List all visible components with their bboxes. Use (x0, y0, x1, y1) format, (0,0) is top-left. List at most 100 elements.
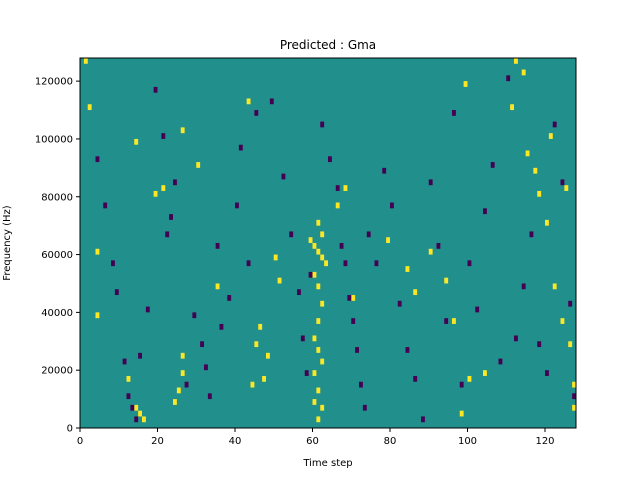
heatmap-cell-high (552, 283, 557, 290)
heatmap-cell-high (95, 312, 100, 319)
heatmap-cell-low (103, 202, 108, 209)
heatmap-cell-high (320, 300, 325, 307)
x-axis-ticks: 0 20 40 60 80 100 120 (77, 428, 555, 447)
y-tick-label: 80000 (41, 192, 73, 203)
heatmap-cell-low (351, 318, 356, 324)
heatmap-cell-high (134, 404, 139, 411)
heatmap-cell-low (397, 300, 402, 307)
heatmap-cell-high (533, 167, 538, 174)
heatmap-cell-high (246, 98, 251, 105)
low-value-cells (95, 75, 576, 423)
heatmap-cell-low (235, 202, 239, 209)
heatmap-cell-high (560, 318, 565, 324)
heatmap-cell-high (83, 58, 88, 64)
heatmap-cell-low (366, 231, 371, 238)
heatmap-cell-low (138, 352, 142, 359)
heatmap-cell-low (506, 75, 511, 82)
heatmap-cell-low (95, 156, 100, 163)
heatmap-cell-high (444, 277, 449, 284)
heatmap-cell-high (548, 133, 553, 139)
heatmap-cell-low (529, 231, 534, 238)
y-axis-label: Frequency (Hz) (2, 205, 13, 281)
heatmap-cell-high (176, 387, 181, 394)
heatmap-cell-high (525, 150, 530, 157)
heatmap-cell-low (122, 358, 127, 365)
x-tick-label: 20 (151, 436, 164, 447)
heatmap-cell-low (165, 231, 170, 238)
heatmap-cell-high (386, 237, 390, 243)
heatmap-cell-low (300, 335, 305, 342)
heatmap-cell-high (324, 260, 328, 267)
heatmap-cell-high (87, 104, 92, 111)
heatmap-cell-low (297, 289, 301, 296)
heatmap-cell-low (246, 260, 251, 267)
heatmap-cell-low (521, 283, 526, 290)
high-value-cells (83, 58, 576, 423)
heatmap-cell-high (254, 341, 259, 348)
heatmap-cell-high (316, 318, 321, 324)
heatmap-cell-low (269, 98, 274, 105)
heatmap-cell-high (572, 381, 576, 388)
heatmap-cell-high (250, 381, 255, 388)
heatmap-cell-low (475, 306, 480, 313)
heatmap-cell-high (153, 190, 158, 197)
heatmap-cell-low (483, 208, 487, 215)
heatmap-cell-low (355, 347, 359, 353)
heatmap-cell-high (467, 375, 472, 382)
heatmap-cell-low (382, 167, 387, 174)
heatmap-cell-low (320, 121, 325, 128)
heatmap-cell-high (312, 370, 317, 376)
heatmap-cell-high (521, 69, 526, 76)
heatmap-cell-low (390, 202, 394, 209)
heatmap-cell-low (362, 404, 367, 411)
heatmap-cell-low (134, 416, 139, 423)
heatmap-cell-low (436, 243, 441, 249)
heatmap-cell-high (196, 162, 201, 168)
heatmap-cell-high (320, 231, 325, 238)
heatmap-cell-low (347, 295, 352, 301)
plot-frame (79, 57, 577, 429)
heatmap-cell-low (335, 185, 340, 191)
heatmap-cell-low (204, 364, 208, 371)
heatmap-cell-low (289, 231, 294, 238)
heatmap-cell-low (413, 375, 418, 382)
heatmap-cell-high (173, 399, 177, 405)
heatmap-cell-high (343, 185, 348, 191)
heatmap-cell-high (266, 352, 270, 359)
heatmap-cell-high (161, 185, 166, 191)
y-tick-label: 20000 (41, 366, 73, 377)
heatmap-cell-high (413, 289, 418, 296)
heatmap-cell-low (572, 393, 576, 400)
x-axis-label: Time step (302, 458, 352, 469)
heatmap-cell-low (114, 289, 119, 296)
heatmap-cell-low (215, 243, 220, 249)
heatmap-cell-high (452, 318, 456, 324)
heatmap-cell-low (343, 260, 348, 267)
heatmap-cell-low (192, 312, 197, 319)
y-tick-label: 60000 (41, 250, 73, 261)
heatmap-cell-high (320, 404, 325, 411)
heatmap-cell-high (142, 416, 146, 423)
heatmap-cell-low (161, 133, 166, 139)
heatmap-cell-high (463, 81, 468, 87)
heatmap-cell-low (374, 260, 379, 267)
heatmap-cell-low (219, 323, 224, 330)
y-axis-ticks: 0 20000 40000 60000 80000 100000 120000 (35, 77, 80, 435)
heatmap-cell-high (545, 219, 549, 226)
y-tick-label: 120000 (35, 77, 73, 88)
heatmap-cell-high (514, 58, 518, 64)
heatmap-cell-high (273, 254, 278, 261)
heatmap-cell-low (514, 335, 518, 342)
heatmap-cell-high (262, 375, 266, 382)
x-tick-label: 0 (77, 436, 83, 447)
heatmap-cell-low (308, 271, 313, 278)
x-tick-label: 40 (229, 436, 242, 447)
x-tick-label: 80 (384, 436, 397, 447)
heatmap-cell-low (227, 295, 232, 301)
heatmap-cell-high (180, 370, 185, 376)
heatmap-cell-low (421, 416, 425, 423)
x-tick-label: 60 (306, 436, 319, 447)
heatmap-cell-low (568, 300, 573, 307)
heatmap-cell-high (320, 358, 325, 365)
heatmap-cell-low (126, 393, 131, 400)
